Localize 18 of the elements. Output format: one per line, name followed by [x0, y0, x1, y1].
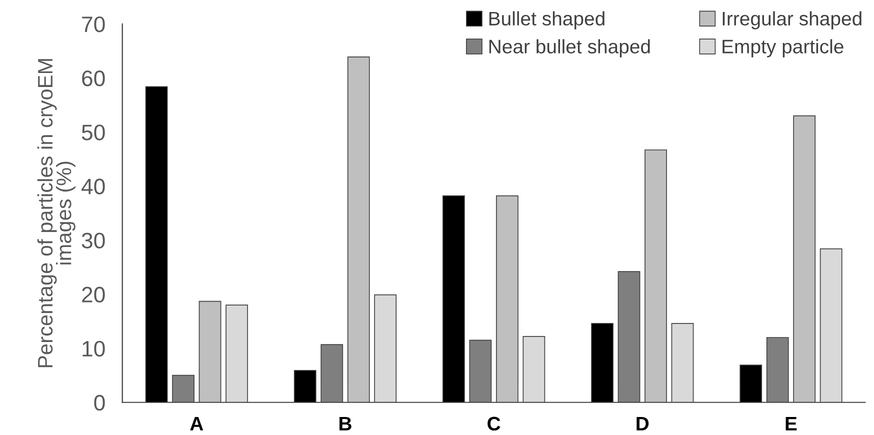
x-tick-label: C [488, 416, 500, 431]
legend-label: Irregular shaped [722, 11, 862, 30]
x-tick-label: B [340, 416, 352, 430]
x-tick-label: E [786, 416, 797, 430]
y-tick-label: 70 [82, 16, 105, 32]
x-tick-label: A [190, 416, 204, 430]
y-tick-label: 0 [94, 394, 105, 411]
legend-label: Bullet shaped [489, 11, 604, 30]
legend-label: Empty particle [722, 39, 844, 58]
y-tick-label: 30 [82, 232, 105, 248]
y-tick-label: 60 [82, 70, 105, 86]
y-tick-label: 40 [81, 178, 105, 194]
y-tick-label: 50 [82, 124, 105, 140]
legend-label: Near bullet shaped [489, 39, 650, 58]
y-tick-label: 20 [82, 286, 105, 303]
y-tick-label: 10 [82, 340, 105, 357]
x-tick-label: D [636, 416, 649, 430]
y-axis-title: Percentage of particles in cryoEM images (%) [37, 59, 76, 368]
